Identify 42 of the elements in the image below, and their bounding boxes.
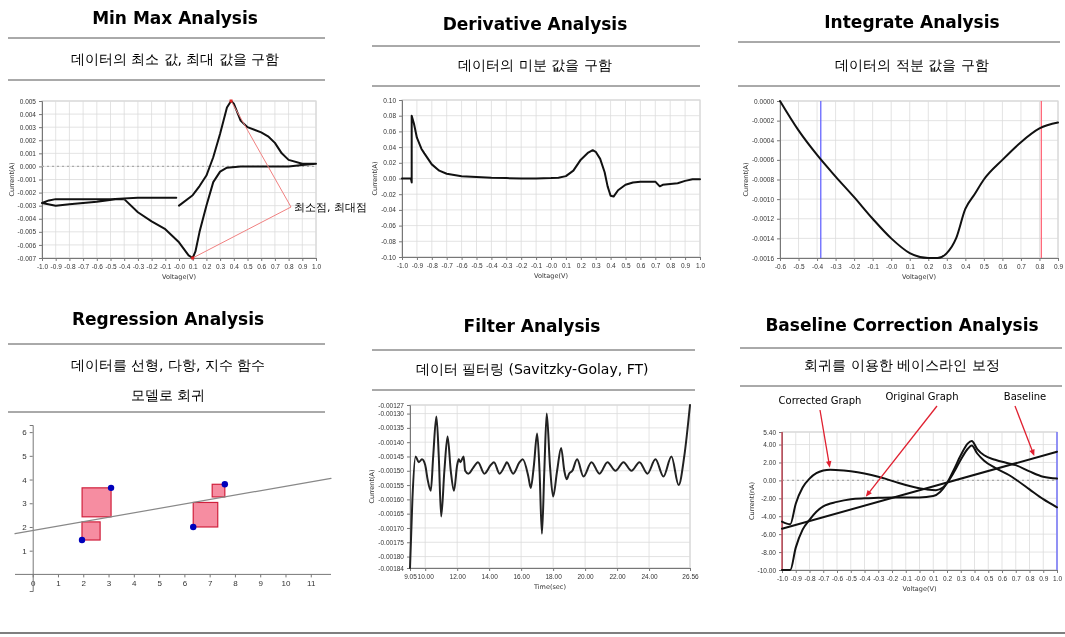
y-tick-label: 4: [22, 475, 28, 485]
x-tick-label: 3: [106, 579, 112, 589]
text: Baseline: [1003, 391, 1047, 402]
line-series: [781, 439, 1058, 571]
line-series: [779, 100, 1059, 259]
y-tick-label: 1: [22, 546, 28, 556]
text: Original Graph: [885, 391, 959, 402]
x-tick-label: 8: [233, 579, 239, 589]
chart-title: Derivative Analysis: [442, 14, 628, 34]
y-tick-label: 5: [22, 451, 28, 461]
chart-title: Baseline Correction Analysis: [765, 315, 1039, 335]
chart-subtitle: 데이터를 선형, 다항, 지수 함수 모델로 회귀: [70, 357, 266, 403]
point: [190, 523, 197, 531]
x-tick-label: 5: [157, 579, 163, 589]
point: [107, 484, 115, 492]
text: Corrected Graph: [778, 395, 862, 406]
x-tick-label: 6: [182, 579, 188, 589]
chart-subtitle: 데이터 필터링 (Savitzky-Golay, FT): [415, 361, 649, 377]
x-tick-label: 1: [56, 579, 62, 589]
x-tick-label: 10: [281, 579, 291, 589]
chart-subtitle: 데이터의 미분 값을 구함: [458, 57, 612, 73]
x-tick-label: 7: [207, 579, 213, 589]
point: [78, 536, 86, 544]
line-series: [409, 404, 691, 569]
y-tick-label: 3: [22, 499, 28, 509]
chart-subtitle: 데이터의 최소 값, 최대 값을 구함: [70, 51, 280, 67]
chart-title: Min Max Analysis: [92, 8, 258, 28]
y-tick-label: 2: [22, 523, 28, 533]
point: [221, 481, 229, 488]
annotation: 최소점, 최대점: [294, 201, 367, 214]
x-tick-label: 0: [30, 579, 36, 589]
line-series: [401, 114, 701, 198]
chart-title: Regression Analysis: [71, 309, 265, 329]
x-tick-label: 11: [307, 579, 316, 589]
chart-subtitle: 회귀를 이용한 베이스라인 보정: [804, 357, 1000, 373]
x-tick-label: 4: [132, 579, 138, 589]
y-tick-label: 6: [22, 428, 28, 438]
chart-subtitle: 데이터의 적분 값을 구함: [835, 57, 989, 73]
x-tick-label: 9: [258, 579, 264, 589]
x-tick-label: 2: [81, 579, 87, 589]
chart-title: Filter Analysis: [463, 316, 601, 336]
chart-title: Integrate Analysis: [824, 12, 1000, 32]
